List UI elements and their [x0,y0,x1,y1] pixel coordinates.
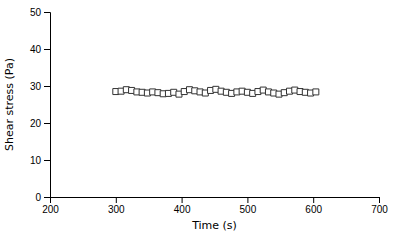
x-tick: 700 [371,197,388,215]
x-tick-label: 200 [42,204,59,215]
y-tick-mark [44,123,50,124]
x-tick-mark [247,197,248,203]
y-tick-mark [44,86,50,87]
x-tick-mark [379,197,380,203]
chart: 200 300 400 500 600 700 0 10 20 30 40 50 Time (s) She… [0,0,393,235]
y-tick: 30 [30,81,50,92]
x-tick: 600 [305,197,322,215]
y-tick-label: 50 [30,7,42,18]
x-tick-label: 400 [174,204,191,215]
y-tick-label: 0 [35,192,41,203]
y-tick-mark [44,49,50,50]
plot-area: 200 300 400 500 600 700 0 10 20 30 40 50 [30,7,388,215]
x-tick: 500 [240,197,257,215]
x-tick-mark [313,197,314,203]
y-tick-label: 30 [30,81,42,92]
y-tick: 10 [30,155,50,166]
x-tick-label: 600 [305,204,322,215]
x-axis: 200 300 400 500 600 700 [42,197,388,215]
x-tick: 300 [108,197,125,215]
y-tick-mark [44,197,50,198]
x-tick-label: 700 [371,204,388,215]
x-tick: 200 [42,197,59,215]
y-tick-mark [44,12,50,13]
point [313,89,319,95]
y-tick-label: 40 [30,44,42,55]
x-axis-title: Time (s) [191,219,237,232]
y-tick: 40 [30,44,50,55]
x-tick-label: 300 [108,204,125,215]
y-tick: 50 [30,7,50,18]
x-tick-mark [116,197,117,203]
marks [113,86,319,97]
y-axis-line [44,13,51,198]
y-tick-label: 10 [30,155,42,166]
x-axis-line [51,198,380,204]
y-tick-mark [44,160,50,161]
y-tick: 20 [30,118,50,129]
x-tick-mark [182,197,183,203]
x-tick-label: 500 [240,204,257,215]
y-tick: 0 [35,192,50,203]
y-tick-label: 20 [30,118,42,129]
y-axis: 0 10 20 30 40 50 [30,7,51,203]
x-tick: 400 [174,197,191,215]
y-axis-title: Shear stress (Pa) [3,58,16,151]
